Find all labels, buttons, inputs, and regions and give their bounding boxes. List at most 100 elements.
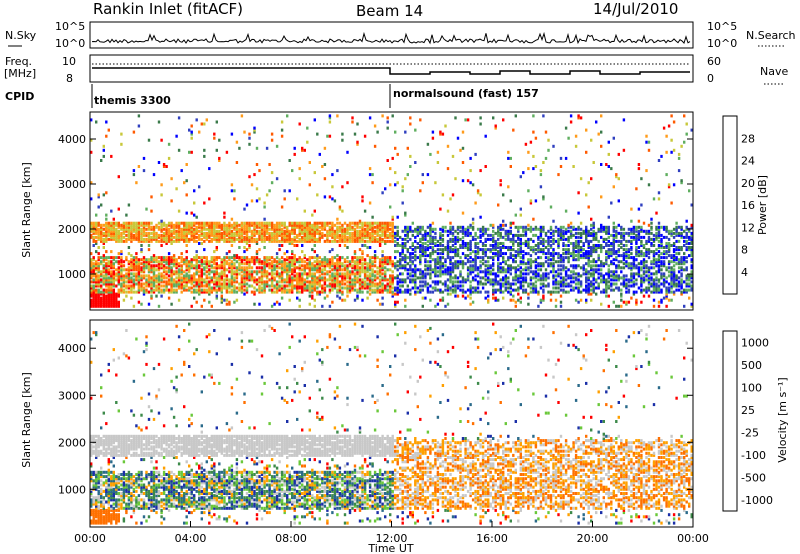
heatmap-cell [461,294,465,298]
heatmap-cell [170,256,173,260]
heatmap-cell [225,150,229,154]
heatmap-cell [524,252,528,256]
heatmap-cell [125,280,128,284]
heatmap-cell [587,239,590,243]
heatmap-cell [497,227,500,231]
heatmap-cell [466,274,470,278]
heatmap-cell [524,244,528,247]
heatmap-cell [562,290,565,294]
heatmap-cell [321,227,324,231]
heatmap-cell [220,223,223,227]
heatmap-cell [514,114,517,118]
heatmap-cell [225,229,229,233]
heatmap-cell [381,288,384,292]
heatmap-cell [577,272,580,276]
heatmap-cell [291,231,294,235]
nsearch-scale-bottom: 10^0 [707,37,737,50]
heatmap-cell [522,229,525,233]
heatmap-cell [172,227,176,231]
heatmap-cell [409,227,412,231]
heatmap-cell [552,282,555,286]
heatmap-cell [177,298,181,302]
heatmap-cell [230,183,234,187]
heatmap-cell [313,304,316,308]
heatmap-cell [444,124,447,128]
heatmap-cell [559,304,563,308]
heatmap-cell [115,292,118,296]
heatmap-cell [298,282,301,286]
heatmap-cell [250,276,254,280]
heatmap-cell [132,266,136,270]
heatmap-cell [127,225,131,229]
heatmap-cell [399,252,402,256]
heatmap-cell [439,227,442,231]
heatmap-cell [341,229,344,233]
heatmap-cell [602,229,605,233]
heatmap-cell [308,272,311,276]
heatmap-cell [378,223,382,227]
heatmap-cell [321,286,324,290]
heatmap-cell [371,223,374,227]
heatmap-cell [298,284,301,288]
heatmap-cell [223,282,226,286]
heatmap-cell [200,290,203,294]
heatmap-cell [122,282,126,286]
heatmap-cell [102,270,105,274]
heatmap-cell [346,272,349,276]
heatmap-cell [291,282,294,286]
heatmap-cell [451,193,455,197]
heatmap-cell [494,282,497,286]
heatmap-cell [605,290,608,294]
heatmap-cell [90,290,93,294]
heatmap-cell [579,248,583,252]
heatmap-cell [419,256,422,260]
heatmap-cell [95,274,98,278]
heatmap-cell [97,296,100,300]
heatmap-cell [177,225,181,229]
heatmap-cell [303,264,306,268]
heatmap-cell [605,286,608,290]
heatmap-cell [218,276,221,280]
heatmap-cell [497,258,500,262]
heatmap-cell [313,239,316,243]
heatmap-cell [549,270,553,274]
heatmap-cell [446,167,450,171]
heatmap-cell [461,130,465,134]
heatmap-cell [459,270,462,274]
heatmap-cell [502,235,505,239]
heatmap-cell [275,266,279,270]
heatmap-cell [356,258,359,262]
heatmap-cell [371,274,374,278]
heatmap-cell [446,246,450,249]
heatmap-cell [185,237,188,241]
heatmap-cell [559,258,563,262]
heatmap-cell [356,225,359,229]
heatmap-cell [426,266,430,270]
heatmap-cell [474,246,477,249]
heatmap-cell [394,302,397,306]
heatmap-cell [208,260,211,264]
heatmap-cell [351,239,354,243]
heatmap-cell [544,272,548,276]
heatmap-cell [587,272,590,276]
heatmap-cell [323,239,327,243]
heatmap-cell [293,239,296,243]
heatmap-cell [140,233,143,237]
heatmap-cell [466,227,470,231]
heatmap-cell [263,272,266,276]
heatmap-cell [366,290,369,294]
heatmap-cell [220,266,223,270]
heatmap-cell [308,237,311,241]
heatmap-cell [323,288,327,292]
heatmap-cell [255,237,259,241]
heatmap-cell [306,280,309,284]
heatmap-cell [321,278,324,282]
heatmap-cell [507,237,510,241]
heatmap-cell [137,276,141,280]
heatmap-cell [532,284,535,288]
heatmap-cell [454,288,457,292]
heatmap-cell [351,235,354,239]
heatmap-cell [107,233,110,237]
heatmap-cell [270,274,274,278]
heatmap-cell [343,282,347,286]
